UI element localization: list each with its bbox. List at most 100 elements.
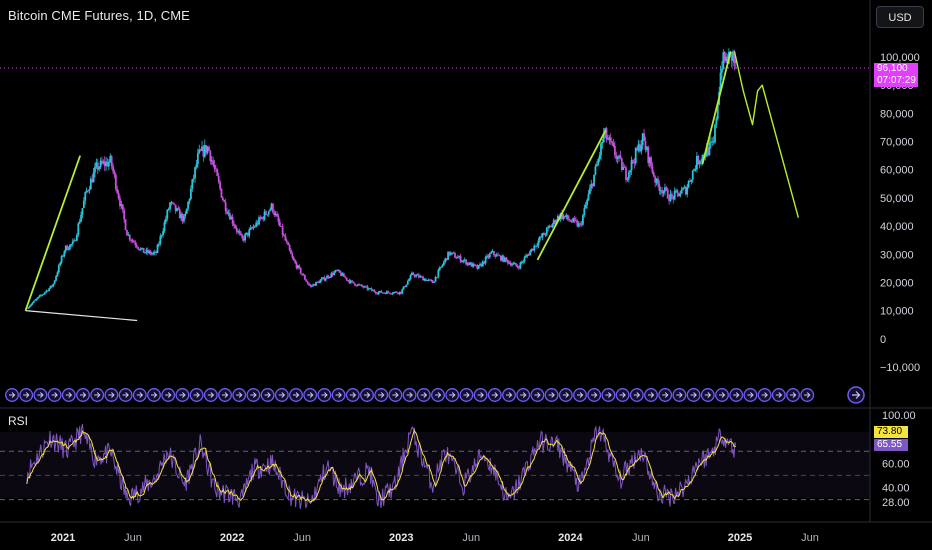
candle-body bbox=[497, 254, 500, 256]
event-marker bbox=[289, 388, 303, 402]
price-tick-label: −10,000 bbox=[880, 362, 920, 374]
candle-body bbox=[82, 200, 85, 208]
event-marker bbox=[686, 388, 701, 402]
candle-body bbox=[57, 265, 60, 273]
candle-body bbox=[416, 274, 419, 276]
candle-body bbox=[220, 188, 223, 198]
candle-body bbox=[251, 227, 253, 229]
candle-body bbox=[694, 168, 697, 170]
candle-body bbox=[91, 178, 94, 183]
candle-body bbox=[208, 146, 210, 151]
candle-body bbox=[525, 255, 527, 258]
candle-body bbox=[113, 171, 116, 175]
candle-body bbox=[276, 213, 278, 217]
candle-body bbox=[183, 216, 185, 222]
time-tick-label: Jun bbox=[293, 532, 311, 544]
candle-body bbox=[253, 226, 256, 228]
candle-body bbox=[698, 162, 701, 165]
candle-body bbox=[654, 176, 657, 183]
candle-body bbox=[374, 291, 377, 294]
candle-body bbox=[544, 234, 547, 236]
candle-body bbox=[662, 191, 665, 194]
price-tick-label: 70,000 bbox=[880, 137, 914, 149]
candle-body bbox=[441, 264, 444, 267]
candle-body bbox=[170, 202, 173, 204]
rsi-tick-label: 100.00 bbox=[882, 410, 916, 422]
candle-body bbox=[313, 284, 316, 286]
candle-body bbox=[484, 257, 487, 264]
candle-body bbox=[373, 290, 376, 292]
candle-body bbox=[152, 252, 155, 254]
candle-body bbox=[566, 214, 569, 220]
candle-body bbox=[99, 160, 102, 168]
candle-body bbox=[174, 204, 177, 212]
candle-body bbox=[331, 273, 334, 276]
candle-body bbox=[551, 224, 554, 228]
candle-body bbox=[696, 155, 698, 169]
candle-body bbox=[584, 205, 587, 209]
candle-body bbox=[297, 265, 299, 269]
price-series bbox=[27, 48, 737, 309]
candle-body bbox=[490, 252, 493, 254]
candle-body bbox=[212, 160, 215, 165]
event-marker bbox=[786, 388, 800, 402]
candle-body bbox=[34, 299, 37, 301]
candle-body bbox=[568, 219, 570, 221]
candle-body bbox=[351, 280, 354, 282]
candle-body bbox=[573, 218, 576, 220]
candle-body bbox=[480, 263, 483, 267]
rsi-ma-tag: 65.55 bbox=[874, 439, 908, 451]
price-tick-label: 0 bbox=[880, 334, 886, 346]
candle-body bbox=[305, 279, 308, 282]
candle-body bbox=[627, 172, 630, 180]
candle-body bbox=[523, 257, 526, 262]
candle-body bbox=[27, 307, 30, 309]
candle-body bbox=[366, 286, 369, 290]
candle-body bbox=[554, 220, 557, 224]
time-tick-label: 2025 bbox=[728, 532, 752, 544]
candle-body bbox=[298, 265, 301, 268]
candle-body bbox=[493, 251, 495, 255]
price-tick-label: 100,000 bbox=[880, 52, 920, 64]
candle-body bbox=[248, 229, 251, 236]
candle-body bbox=[246, 232, 249, 236]
candle-body bbox=[199, 149, 202, 151]
trend-line bbox=[536, 129, 607, 261]
candle-body bbox=[590, 183, 593, 189]
candle-body bbox=[206, 146, 209, 153]
candle-body bbox=[620, 158, 623, 170]
candle-body bbox=[616, 157, 619, 159]
candle-body bbox=[41, 294, 44, 296]
price-tick-label: 40,000 bbox=[880, 221, 914, 233]
candle-body bbox=[392, 292, 395, 294]
candle-body bbox=[619, 155, 622, 159]
candle-body bbox=[163, 222, 166, 232]
candle-body bbox=[543, 233, 545, 235]
candle-body bbox=[345, 277, 348, 281]
candle-body bbox=[62, 255, 64, 257]
currency-button[interactable]: USD bbox=[876, 6, 924, 28]
time-tick-label: 2022 bbox=[220, 532, 244, 544]
candle-body bbox=[228, 213, 231, 220]
candle-body bbox=[468, 262, 470, 265]
candle-body bbox=[106, 161, 109, 167]
candle-body bbox=[256, 222, 259, 225]
candle-body bbox=[319, 280, 322, 284]
candle-body bbox=[618, 155, 620, 158]
candle-body bbox=[611, 141, 614, 144]
candle-body bbox=[76, 235, 78, 241]
event-marker bbox=[847, 386, 865, 404]
candle-body bbox=[516, 265, 519, 268]
candle-body bbox=[362, 286, 365, 288]
candle-body bbox=[625, 167, 627, 180]
candle-body bbox=[260, 217, 263, 219]
time-tick-label: Jun bbox=[462, 532, 480, 544]
time-tick-label: Jun bbox=[801, 532, 819, 544]
candle-body bbox=[513, 263, 516, 265]
chart-title: Bitcoin CME Futures, 1D, CME bbox=[8, 8, 190, 23]
candle-body bbox=[205, 145, 208, 153]
candle-body bbox=[317, 281, 320, 284]
candle-body bbox=[633, 162, 636, 164]
event-marker bbox=[516, 388, 531, 402]
